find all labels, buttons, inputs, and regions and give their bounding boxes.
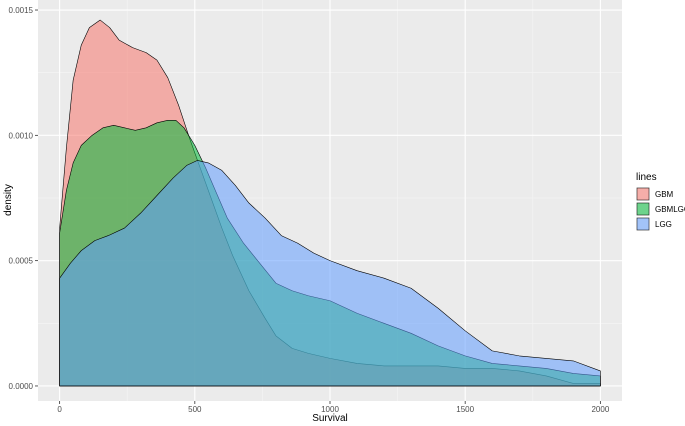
y-axis: 0.0000 0.0005 0.0010 0.0015 xyxy=(9,6,38,391)
x-tick-label: 2000 xyxy=(591,405,609,414)
x-axis: 0 500 1000 1500 2000 xyxy=(57,401,610,414)
density-areas xyxy=(59,19,601,387)
legend-key-lgg xyxy=(636,217,650,231)
x-tick-label: 500 xyxy=(188,405,202,414)
x-tick-label: 1000 xyxy=(321,405,339,414)
density-area-lgg xyxy=(59,160,601,387)
legend-label-lgg: LGG xyxy=(655,220,672,229)
y-tick-label: 0.0005 xyxy=(9,257,34,266)
legend-label-gbm: GBM xyxy=(655,190,674,199)
legend: lines GBM GBMLGG LGG xyxy=(636,172,685,231)
x-axis-title: Survival xyxy=(312,413,348,424)
y-tick-label: 0.0010 xyxy=(9,131,34,140)
y-axis-title: density xyxy=(3,184,14,216)
y-tick-label: 0.0000 xyxy=(9,382,34,391)
x-tick-label: 0 xyxy=(57,405,62,414)
legend-key-gbm xyxy=(636,187,650,201)
y-tick-label: 0.0015 xyxy=(9,6,34,15)
legend-key-gbmlgg xyxy=(636,202,650,216)
legend-title: lines xyxy=(636,172,657,183)
legend-label-gbmlgg: GBMLGG xyxy=(655,205,685,214)
x-tick-label: 1500 xyxy=(456,405,474,414)
